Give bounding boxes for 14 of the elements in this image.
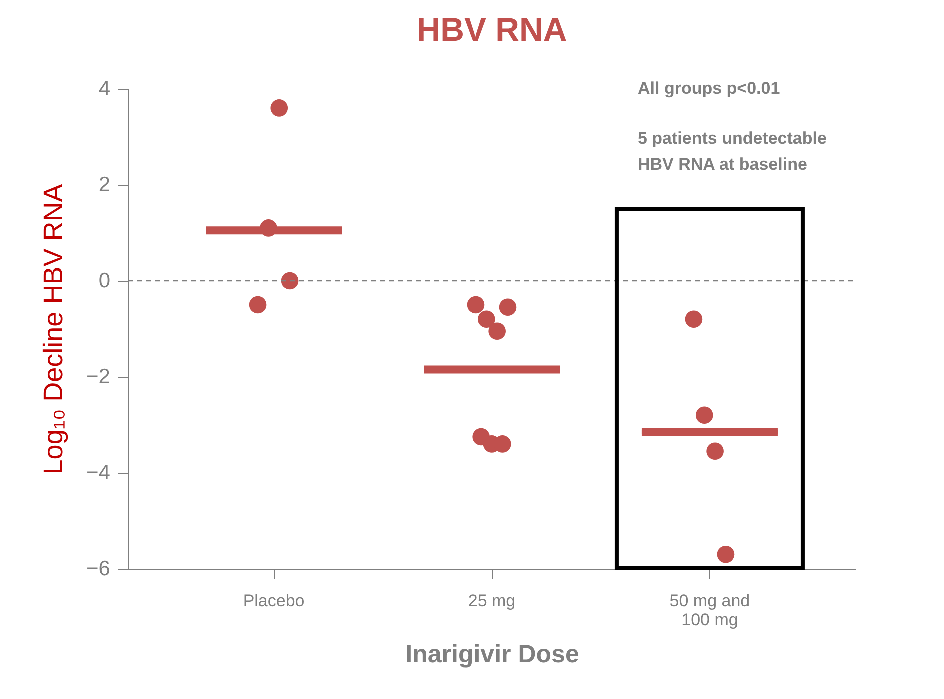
y-tick-label: −4 (86, 462, 111, 484)
y-tick-label: 2 (98, 174, 110, 196)
annotation: All groups p<0.01 (638, 79, 780, 98)
y-axis-title: Log₁₀ Decline HBV RNA (38, 184, 69, 475)
chart-title: HBV RNA (416, 11, 568, 48)
annotation: 5 patients undetectable HBV RNA at baseline (638, 129, 827, 174)
y-tick-label: 4 (98, 78, 111, 100)
y-tick-label: −2 (86, 366, 110, 388)
x-tick-label: 25 mg (468, 592, 516, 610)
x-tick-label: 50 mg and 100 mg (670, 592, 750, 630)
y-tick-label: −6 (86, 558, 110, 580)
x-axis-title: Inarigivir Dose (406, 640, 580, 668)
x-tick-label: Placebo (243, 592, 305, 610)
y-tick-label: 0 (98, 270, 110, 292)
